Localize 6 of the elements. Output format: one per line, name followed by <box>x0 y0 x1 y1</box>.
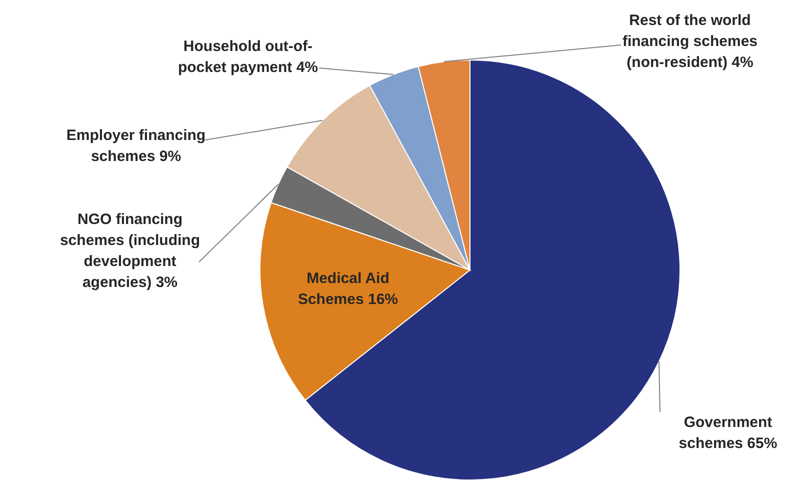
slice-label: Employer financing schemes 9% <box>66 127 206 165</box>
slice-label: Government schemes 65% <box>678 414 778 452</box>
slice-label: NGO financing schemes (including development agencies) 3% <box>60 211 200 291</box>
slice-label: Household out-of-pocket payment 4% <box>178 38 318 76</box>
slice-label: Rest of the world financing schemes (non-resident) 4% <box>622 12 758 71</box>
slice-label: Medical Aid Schemes 16% <box>298 270 398 308</box>
